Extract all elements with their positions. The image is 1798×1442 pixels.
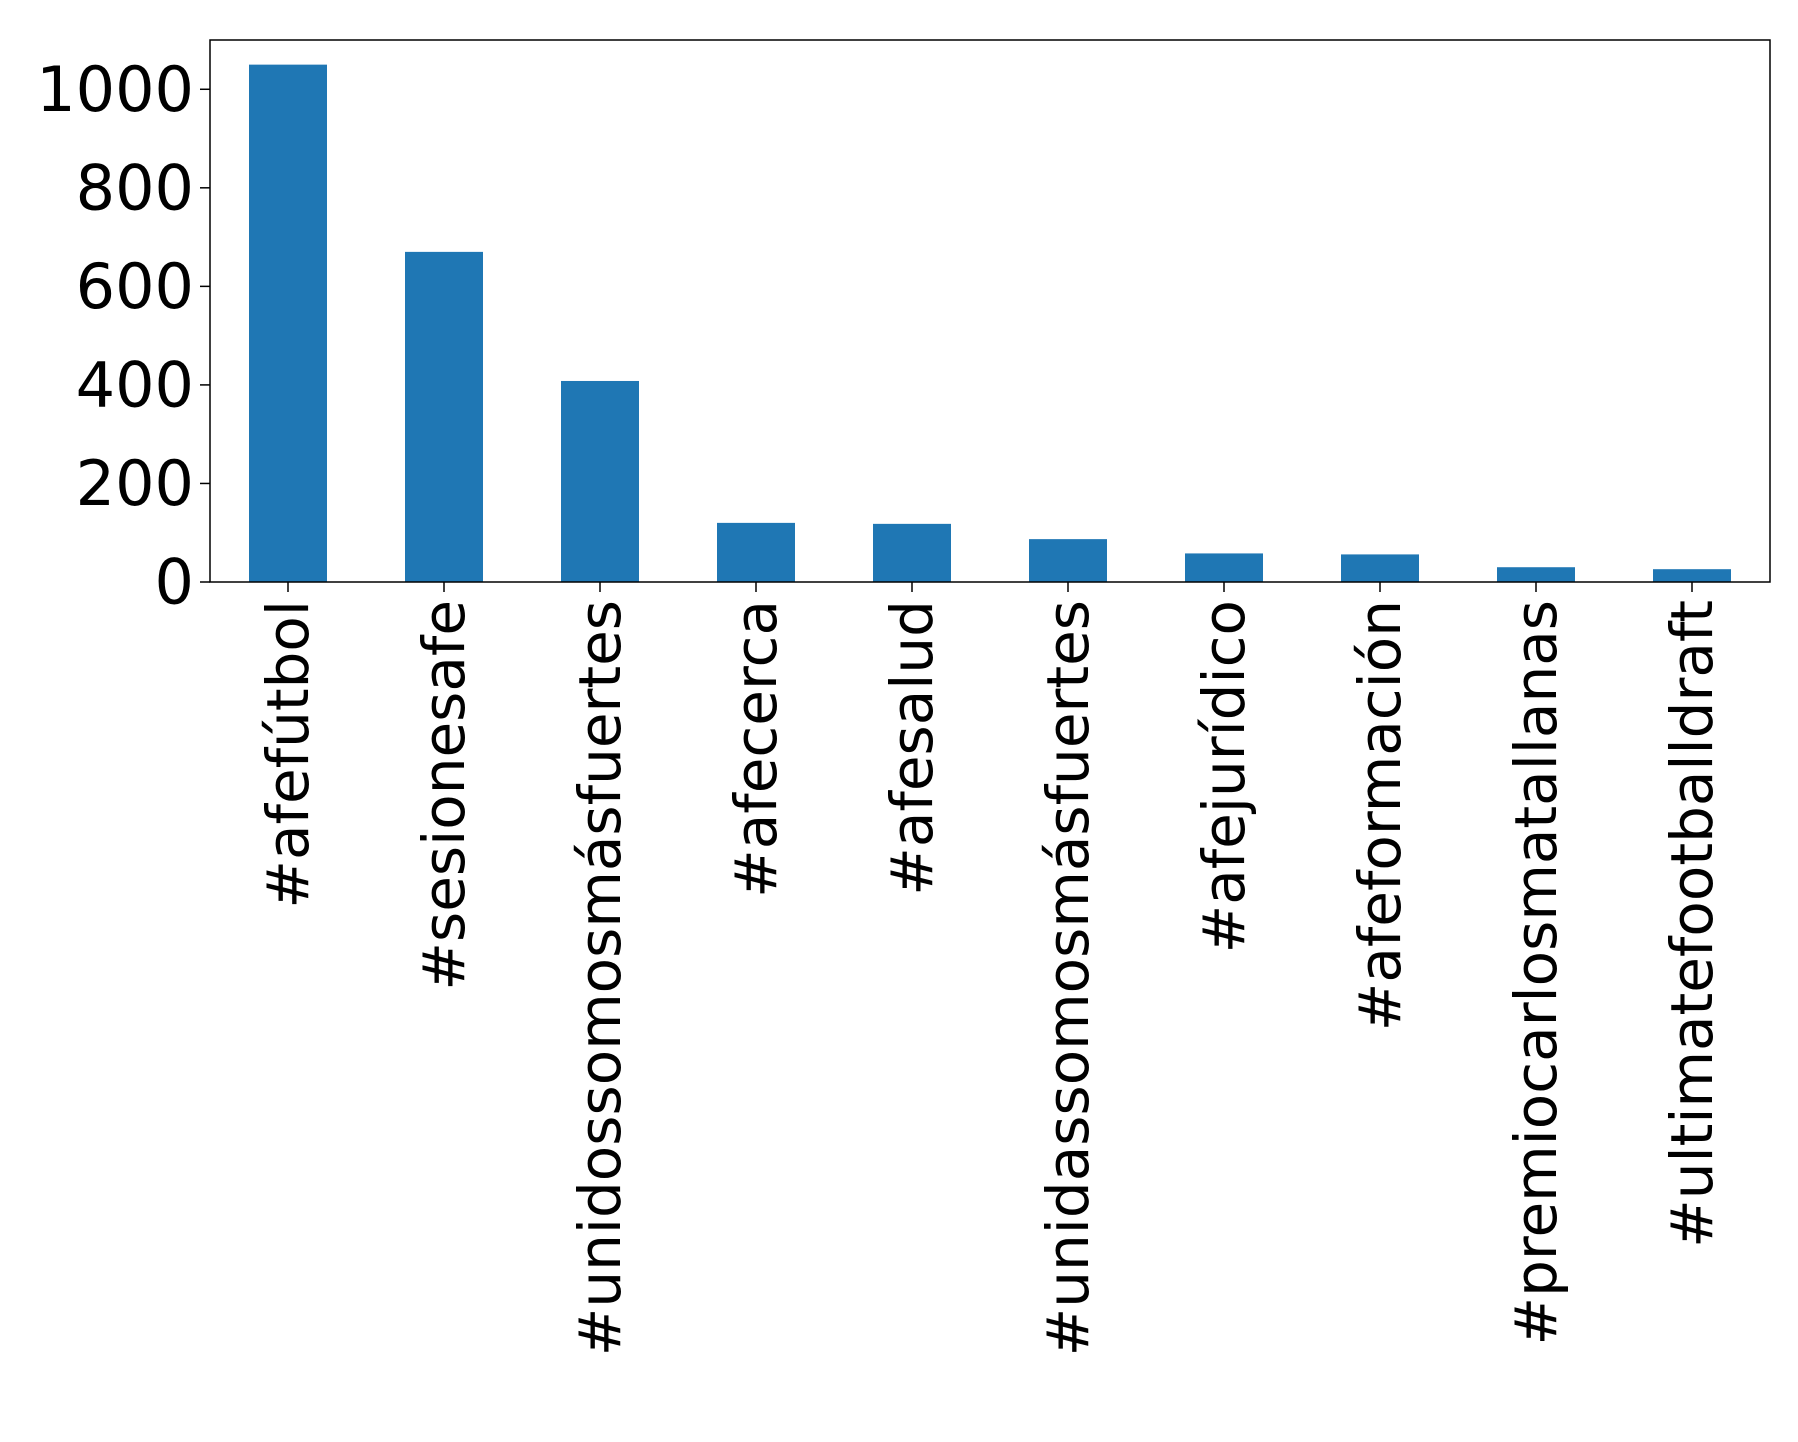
x-tick-label-3: #afecerca [722,600,790,898]
x-tick-label-9: #ultimatefootballdraft [1658,600,1726,1248]
bar-2 [561,380,639,582]
x-tick-label-8: #premiocarlosmatallanas [1502,600,1570,1345]
x-tick-label-2: #unidossomosmásfuertes [566,600,634,1356]
plot-frame [209,39,1771,583]
x-tick-label-6: #afejurídico [1190,600,1258,953]
x-tick-label-5: #unidassomosmásfuertes [1034,600,1102,1356]
x-axis: #afefútbol #sesionesafe #unidossomosmásfue… [254,582,1726,1356]
x-tick-label-0: #afefútbol [254,600,322,909]
bar-0 [249,64,327,583]
y-tick-label-1: 200 [76,447,194,520]
bar-7 [1341,554,1419,582]
y-tick-label-0: 0 [155,546,194,619]
y-tick-label-5: 1000 [36,53,194,126]
bars-group [249,64,1731,583]
bar-5 [1029,539,1107,582]
bar-3 [717,522,795,582]
x-tick-label-1: #sesionesafe [410,600,478,991]
bar-1 [405,251,483,582]
bar-4 [873,523,951,582]
y-tick-label-4: 800 [76,151,194,224]
y-axis: 0 200 400 600 800 1000 [36,53,210,619]
bar-8 [1497,567,1575,582]
y-tick-label-2: 400 [76,348,194,421]
bar-9 [1653,569,1731,582]
bar-6 [1185,553,1263,582]
x-tick-label-7: #afeformación [1346,600,1414,1031]
y-tick-label-3: 600 [76,250,194,323]
x-tick-label-4: #afesalud [878,600,946,896]
